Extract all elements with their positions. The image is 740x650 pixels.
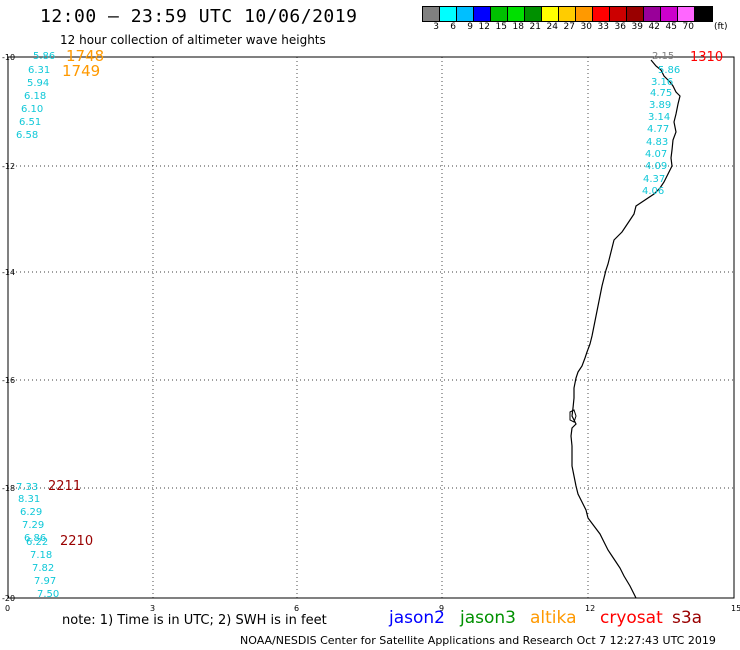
wave-height-value: 4.06 [642,186,664,197]
satellite-label-altika: altika [530,608,577,628]
wave-height-value: 3.89 [649,100,671,111]
legend-unit: (ft) [714,22,728,32]
legend-label: 6 [450,22,456,32]
legend-swatch [695,7,712,21]
wave-height-value: 7.50 [37,589,59,600]
wave-height-value: 7.82 [32,563,54,574]
legend-label: 21 [529,22,541,32]
longitude-label: 0 [5,604,10,613]
color-scale-labels: 3 6 9 12 15 18 21 24 27 30 33 36 39 42 45 70 [422,22,694,32]
legend-swatch [457,7,474,21]
wave-height-value: 4.07 [645,149,667,160]
longitude-label: 3 [150,604,155,613]
wave-height-value: 3.16 [651,77,673,88]
wave-height-value: 6.86 [24,533,46,544]
latitude-label: -20 [2,594,15,603]
legend-label: 9 [467,22,473,32]
legend-swatch [678,7,695,21]
wave-height-value: 7.18 [30,550,52,561]
wave-height-value: 8.31 [18,494,40,505]
legend-swatch [491,7,508,21]
wave-height-value: 5.86 [33,51,55,62]
legend-swatch [661,7,678,21]
legend-swatch [508,7,525,21]
legend-swatch [610,7,627,21]
wave-height-value: 5.94 [27,78,49,89]
track-time-label: 1748 [66,47,104,65]
legend-label: 18 [512,22,524,32]
map-frame [7,56,735,599]
wave-height-value: 7.33 [16,482,38,493]
legend-swatch [559,7,576,21]
latitude-label: -10 [2,53,15,62]
track-time-label: 2210 [60,534,93,549]
coastline [570,59,681,599]
legend-label: 27 [563,22,575,32]
wave-height-value: 7.29 [22,520,44,531]
legend-swatch [474,7,491,21]
legend-label: 42 [648,22,660,32]
color-scale-legend [422,6,713,22]
legend-label: 39 [631,22,643,32]
track-time-label: 2211 [48,479,81,494]
legend-swatch [542,7,559,21]
legend-label: 15 [495,22,507,32]
wave-height-value: 4.75 [650,88,672,99]
wave-height-value: 6.10 [21,104,43,115]
track-time-label: 1310 [690,50,723,65]
wave-height-value: 7.97 [34,576,56,587]
longitude-label: 12 [585,604,595,613]
wave-height-value: 6.18 [24,91,46,102]
legend-label: 12 [478,22,490,32]
satellite-label-s3a: s3a [672,608,703,628]
axis-labels: -10 -12 -14 -16 -18 -200 3 6 9 12 15 [2,53,740,613]
graticule [8,57,734,598]
longitude-label: 9 [439,604,444,613]
wave-height-value: 6.51 [19,117,41,128]
latitude-label: -14 [2,268,15,277]
legend-swatch [440,7,457,21]
footer-note: note: 1) Time is in UTC; 2) SWH is in fe… [62,613,327,628]
wave-height-value: 3.14 [648,112,670,123]
wave-height-value: 4.37 [643,174,665,185]
wave-height-value: 4.77 [647,124,669,135]
latitude-label: -12 [2,162,15,171]
legend-swatch [627,7,644,21]
chart-subtitle: 12 hour collection of altimeter wave hei… [60,33,326,47]
wave-height-value: 2.15 [652,51,674,62]
chart-title: 12:00 – 23:59 UTC 10/06/2019 [40,6,358,27]
wave-height-value: 4.09 [645,161,667,172]
latitude-label: -18 [2,484,15,493]
legend-swatch [593,7,610,21]
legend-swatch [576,7,593,21]
track-time-label: 1749 [62,62,100,80]
longitude-label: 15 [731,604,740,613]
coastline-islet [569,409,577,423]
latitude-label: -16 [2,376,15,385]
satellite-label-jason3: jason3 [460,608,516,628]
legend-label: 24 [546,22,558,32]
longitude-label: 6 [294,604,299,613]
legend-label: 3 [433,22,439,32]
satellite-label-cryosat: cryosat [600,608,663,628]
satellite-label-jason2: jason2 [389,608,445,628]
credit-line: NOAA/NESDIS Center for Satellite Applica… [240,634,716,647]
legend-label: 30 [580,22,592,32]
wave-height-value: 5.86 [658,65,680,76]
legend-label: 33 [597,22,609,32]
legend-swatch [423,7,440,21]
legend-swatch [644,7,661,21]
wave-height-value: 4.83 [646,137,668,148]
legend-label: 45 [665,22,677,32]
track-value-labels: 1748 5.86 6.31 5.94 6.18 6.10 6.51 6.58 1749 1310… [16,47,723,600]
wave-height-value: 6.58 [16,130,38,141]
legend-label: 36 [614,22,626,32]
legend-swatch [525,7,542,21]
wave-height-value: 6.22 [26,537,48,548]
wave-height-value: 6.29 [20,507,42,518]
wave-height-value: 6.31 [28,65,50,76]
legend-label: 70 [682,22,694,32]
